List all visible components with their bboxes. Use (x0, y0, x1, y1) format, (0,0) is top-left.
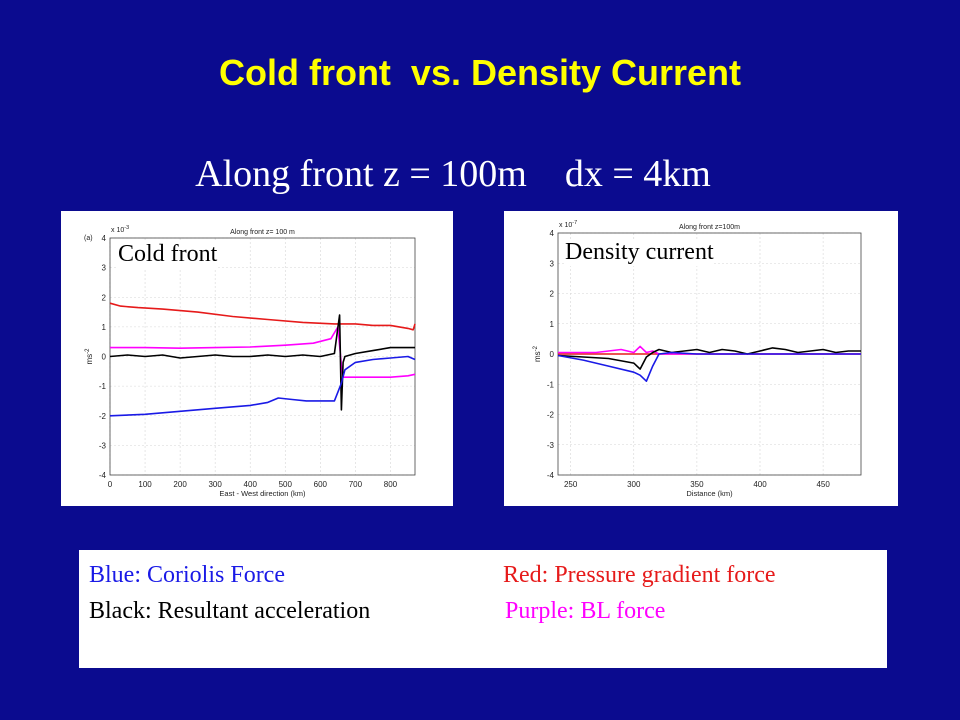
chart0-x-axis-label: East - West direction (km) (219, 489, 306, 498)
chart0-y-tick-label-3: -1 (99, 382, 107, 391)
chart1-y-tick-label-4: 0 (550, 350, 555, 359)
chart0-y-tick-label-6: 2 (102, 293, 107, 302)
chart0-y-tick-label-5: 1 (102, 323, 107, 332)
chart0-x-tick-label-6: 600 (314, 480, 328, 489)
chart1-y-tick-label-3: -1 (547, 380, 555, 389)
legend-pressure-gradient: Red: Pressure gradient force (503, 562, 776, 588)
slide-subtitle: Along front z = 100m dx = 4km (195, 153, 711, 195)
chart1-scale-factor-exp: -7 (572, 220, 577, 226)
chart1-x-axis-label: Distance (km) (686, 489, 733, 498)
chart0-y-axis-label-exp: -2 (85, 348, 91, 354)
density-current-chart-panel: 250 300 350 400 450 -4 -3 -2 -1 0 1 2 3 4 Along front … (504, 211, 898, 506)
chart0-y-tick-label-1: -3 (99, 441, 107, 450)
chart0-series-coriolis (109, 355, 416, 417)
chart0-series-pressure_gradient (109, 302, 416, 331)
chart1-y-axis-label: ms-2 (533, 345, 542, 362)
chart1-x-tick-label-3: 400 (753, 480, 767, 489)
cold-front-chart: 0 100 200 300 400 500 600 700 800 -4 -3 -2 -1 0 1 2 3 4 Al… (84, 225, 416, 498)
chart0-x-tick-label-0: 0 (108, 480, 113, 489)
legend-resultant: Black: Resultant acceleration (89, 598, 371, 624)
chart1-x-tick-label-2: 350 (690, 480, 704, 489)
density-current-chart: 250 300 350 400 450 -4 -3 -2 -1 0 1 2 3 4 Along front … (533, 220, 862, 498)
legend-box: Blue: Coriolis Force Red: Pressure gradi… (79, 550, 887, 668)
chart1-y-axis-label-exp: -2 (533, 345, 539, 351)
chart1-title: Along front z=100m (679, 224, 740, 231)
chart0-x-tick-label-8: 800 (384, 480, 398, 489)
chart1-y-tick-label-8: 4 (550, 229, 555, 238)
chart1-x-tick-label-0: 250 (564, 480, 578, 489)
chart1-y-tick-label-1: -3 (547, 441, 555, 450)
legend-bl-force: Purple: BL force (505, 598, 666, 624)
chart1-y-tick-label-7: 3 (550, 259, 555, 268)
legend-coriolis: Blue: Coriolis Force (89, 562, 285, 588)
slide-title: Cold front vs. Density Current (218, 52, 742, 93)
chart1-y-tick-label-0: -4 (547, 471, 555, 480)
chart1-y-tick-label-6: 2 (550, 290, 555, 299)
chart0-title: Along front z= 100 m (230, 229, 295, 236)
chart0-y-tick-label-0: -4 (99, 471, 107, 480)
chart1-x-tick-label-4: 450 (816, 480, 830, 489)
chart1-scale-factor: x 10-7 (559, 220, 577, 229)
chart0-y-tick-label-2: -2 (99, 412, 107, 421)
chart0-y-tick-label-4: 0 (102, 353, 107, 362)
chart1-y-tick-label-2: -2 (547, 411, 555, 420)
chart0-x-tick-label-2: 200 (173, 480, 187, 489)
cold-front-chart-panel: 0 100 200 300 400 500 600 700 800 -4 -3 -2 -1 0 1 2 3 4 Al… (61, 211, 453, 506)
density-current-panel-label: Density current (565, 239, 714, 266)
chart0-scale-factor-exp: -3 (124, 225, 129, 231)
chart0-x-tick-label-1: 100 (138, 480, 152, 489)
cold-front-panel-label: Cold front (118, 241, 218, 268)
chart0-x-tick-label-7: 700 (349, 480, 363, 489)
chart0-panel-tag: (a) (84, 235, 93, 242)
chart0-series-resultant (109, 314, 415, 411)
chart1-series-coriolis (557, 351, 861, 382)
chart0-x-tick-label-5: 500 (279, 480, 293, 489)
chart0-y-tick-label-8: 4 (102, 234, 107, 243)
chart0-x-tick-label-4: 400 (244, 480, 258, 489)
chart0-scale-factor: x 10-3 (111, 225, 129, 234)
chart1-y-tick-label-5: 1 (550, 320, 555, 329)
chart0-x-tick-label-3: 300 (208, 480, 222, 489)
chart0-y-axis-label: ms-2 (85, 348, 94, 365)
chart1-series-resultant (557, 347, 861, 370)
chart0-y-tick-label-7: 3 (102, 264, 107, 273)
chart0-series-bl (110, 326, 416, 378)
chart1-x-tick-label-1: 300 (627, 480, 641, 489)
